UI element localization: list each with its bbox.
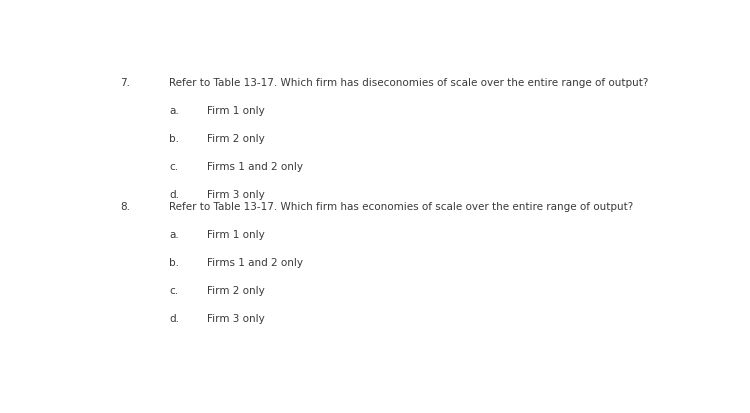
Text: b.: b.: [170, 134, 179, 144]
Text: Refer to Table 13-17. Which firm has economies of scale over the entire range of: Refer to Table 13-17. Which firm has eco…: [170, 202, 634, 212]
Text: a.: a.: [170, 230, 179, 240]
Text: Firm 2 only: Firm 2 only: [207, 286, 265, 296]
Text: Firm 1 only: Firm 1 only: [207, 230, 265, 240]
Text: Refer to Table 13-17. Which firm has diseconomies of scale over the entire range: Refer to Table 13-17. Which firm has dis…: [170, 78, 649, 88]
Text: 7.: 7.: [120, 78, 130, 88]
Text: Firms 1 and 2 only: Firms 1 and 2 only: [207, 162, 303, 172]
Text: c.: c.: [170, 286, 178, 296]
Text: Firm 3 only: Firm 3 only: [207, 314, 265, 324]
Text: Firm 1 only: Firm 1 only: [207, 106, 265, 116]
Text: d.: d.: [170, 314, 179, 324]
Text: a.: a.: [170, 106, 179, 116]
Text: Firm 2 only: Firm 2 only: [207, 134, 265, 144]
Text: 8.: 8.: [120, 202, 130, 212]
Text: c.: c.: [170, 162, 178, 172]
Text: b.: b.: [170, 258, 179, 268]
Text: Firm 3 only: Firm 3 only: [207, 190, 265, 200]
Text: Firms 1 and 2 only: Firms 1 and 2 only: [207, 258, 303, 268]
Text: d.: d.: [170, 190, 179, 200]
